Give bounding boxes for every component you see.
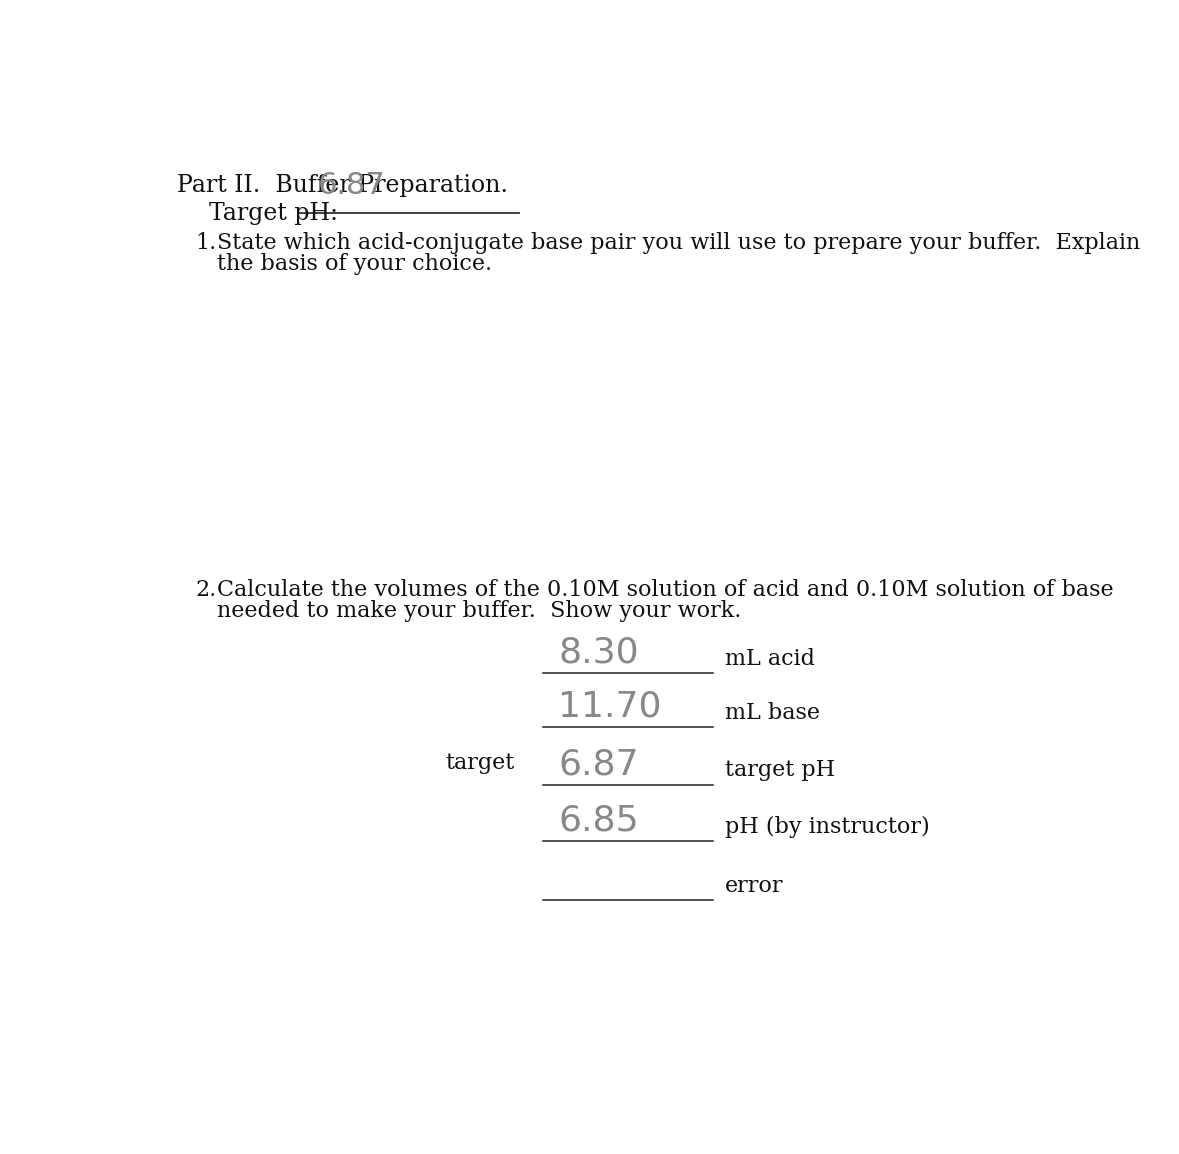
Text: Calculate the volumes of the 0.10M solution of acid and 0.10M solution of base: Calculate the volumes of the 0.10M solut…	[217, 579, 1114, 601]
Text: 6.87: 6.87	[318, 171, 386, 200]
Text: mL base: mL base	[725, 702, 819, 724]
Text: pH (by instructor): pH (by instructor)	[725, 816, 929, 838]
Text: State which acid-conjugate base pair you will use to prepare your buffer.  Expla: State which acid-conjugate base pair you…	[217, 232, 1140, 254]
Text: 8.30: 8.30	[558, 636, 639, 669]
Text: error: error	[725, 875, 783, 897]
Text: 2.: 2.	[196, 579, 217, 601]
Text: 11.70: 11.70	[558, 690, 661, 724]
Text: target pH: target pH	[725, 759, 835, 781]
Text: target: target	[446, 752, 515, 774]
Text: Target pH:: Target pH:	[210, 202, 338, 225]
Text: the basis of your choice.: the basis of your choice.	[217, 253, 493, 275]
Text: 6.87: 6.87	[558, 748, 639, 781]
Text: needed to make your buffer.  Show your work.: needed to make your buffer. Show your wo…	[217, 600, 742, 622]
Text: mL acid: mL acid	[725, 647, 815, 669]
Text: 6.85: 6.85	[558, 803, 639, 838]
Text: 1.: 1.	[196, 232, 217, 254]
Text: Part II.  Buffer Preparation.: Part II. Buffer Preparation.	[177, 174, 508, 197]
